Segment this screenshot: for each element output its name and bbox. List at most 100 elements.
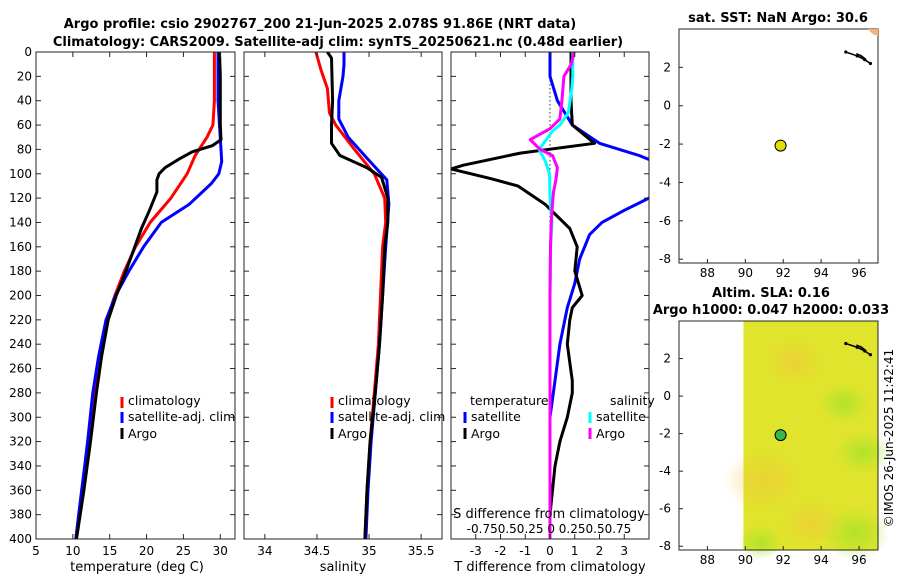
- x-tick-label: 0: [546, 544, 554, 558]
- figure-title-line2: Climatology: CARS2009. Satellite-adj cli…: [53, 35, 623, 50]
- sla-field-patch: [834, 429, 891, 475]
- y-tick-label: 260: [9, 362, 32, 376]
- legend-label-s-argo: Argo: [596, 426, 625, 441]
- x-tick-label: 30: [213, 544, 228, 558]
- difference-series-t-argo: [451, 52, 596, 539]
- map-x-tick-label: 92: [776, 553, 791, 567]
- temperature-plot-area: [36, 52, 235, 539]
- y-tick-label: 320: [9, 435, 32, 449]
- imos-credit: ©IMOS 26-Jun-2025 11:42:41: [882, 349, 896, 527]
- y-tick-label: 20: [17, 69, 32, 83]
- difference-series-s-argo: [528, 52, 576, 539]
- x-tick-label: 3: [620, 544, 628, 558]
- s-difference-label: S difference from climatology: [453, 507, 645, 522]
- legend-label-argo: Argo: [128, 426, 157, 441]
- y-tick-label: 340: [9, 459, 32, 473]
- sla-field-patch: [738, 524, 783, 561]
- salinity-xlabel: salinity: [320, 560, 367, 575]
- sla-map-axes-box: [678, 320, 879, 551]
- x-tick-label: 1: [571, 544, 579, 558]
- x-tick-label: 5: [32, 544, 40, 558]
- sla-map-title-line1: Altim. SLA: 0.16: [712, 286, 830, 301]
- sla-map-float-track: [845, 342, 871, 356]
- y-tick-label: 40: [17, 94, 32, 108]
- y-tick-label: 400: [9, 532, 32, 546]
- difference-legend: temperature salinity satellite Argo sate…: [463, 393, 655, 441]
- map-y-tick-label: -4: [659, 175, 671, 189]
- map-x-tick-label: 88: [700, 553, 715, 567]
- sla-field-patch: [764, 338, 825, 387]
- legend-label-t-satellite: satellite: [471, 409, 521, 424]
- x-tick-label: 34.5: [304, 544, 331, 558]
- x-tick-label: 34: [257, 544, 272, 558]
- map-y-tick-label: -2: [659, 427, 671, 441]
- map-x-tick-label: 90: [738, 266, 753, 280]
- x-tick-label: -1: [519, 544, 531, 558]
- legend-label-climatology: climatology: [128, 393, 201, 408]
- sst-map-panel: sat. SST: NaN Argo: 30.6 88 90 92 94 96 2 0 -2 -…: [659, 11, 879, 280]
- x-tick-label: 2: [596, 544, 604, 558]
- sst-map-title: sat. SST: NaN Argo: 30.6: [688, 11, 868, 26]
- temperature-panel: 0 20 40 60 80 100 120 140 160 180 200 220 240 260 280 3…: [9, 45, 236, 575]
- x-tick-label: 10: [65, 544, 80, 558]
- map-x-tick-label: 90: [738, 553, 753, 567]
- legend-label-argo: Argo: [338, 426, 367, 441]
- y-tick-label: 0: [24, 45, 32, 59]
- sla-map-track-point: [855, 345, 859, 349]
- map-y-tick-label: -8: [659, 539, 671, 553]
- y-tick-label: 160: [9, 240, 32, 254]
- y-tick-label: 100: [9, 167, 32, 181]
- sla-map-panel: Altim. SLA: 0.16 Argo h1000: 0.047 h2000…: [653, 286, 891, 567]
- y-tick-label: 60: [17, 118, 32, 132]
- salinity-series-argo: [325, 52, 390, 539]
- difference-panel: -3 -2 -1 0 1 2 3 T difference from climatology…: [450, 51, 655, 575]
- x-tick-label: -3: [470, 544, 482, 558]
- y-tick-label: 180: [9, 264, 32, 278]
- salinity-panel: 34 34.5 35 35.5 salinity climatology satell…: [243, 51, 445, 575]
- map-y-tick-label: 2: [663, 352, 671, 366]
- sst-map-float-track: [845, 51, 871, 65]
- map-x-tick-label: 88: [700, 266, 715, 280]
- sla-map-track-point: [844, 341, 848, 346]
- map-y-tick-label: 2: [663, 60, 671, 74]
- temperature-legend: climatology satellite-adj. clim Argo: [120, 393, 235, 441]
- sst-map-track-point: [855, 54, 859, 58]
- map-x-tick-label: 94: [814, 553, 829, 567]
- map-x-tick-label: 92: [776, 266, 791, 280]
- map-x-tick-label: 96: [851, 553, 866, 567]
- y-tick-label: 120: [9, 191, 32, 205]
- map-y-tick-label: 0: [663, 389, 671, 403]
- y-tick-label: 240: [9, 337, 32, 351]
- sst-map-track-arrow: [856, 53, 867, 60]
- sla-map-float-marker: [774, 429, 787, 442]
- sst-map-corner-patch: [868, 29, 878, 36]
- salinity-legend: climatology satellite-adj. clim Argo: [330, 393, 445, 441]
- map-x-tick-label: 94: [814, 266, 829, 280]
- map-y-tick-label: -4: [659, 464, 671, 478]
- salinity-series-climatology: [314, 52, 388, 539]
- x-tick-label: 15: [102, 544, 117, 558]
- y-tick-label: 280: [9, 386, 32, 400]
- x-tick-label: 25: [176, 544, 191, 558]
- sla-field-patch: [724, 448, 805, 513]
- x-tick-label: 35: [361, 544, 376, 558]
- y-tick-label: 220: [9, 313, 32, 327]
- sla-map-track-point: [868, 353, 873, 357]
- y-tick-label: 380: [9, 508, 32, 522]
- sla-map-track-arrow: [856, 344, 867, 352]
- x-tick-label: 20: [139, 544, 154, 558]
- legend-title-salinity: salinity: [610, 393, 655, 408]
- sst-map-float-marker: [774, 139, 787, 152]
- temperature-xlabel: temperature (deg C): [70, 560, 204, 575]
- legend-label-s-satellite: satellite: [596, 409, 646, 424]
- y-tick-label: 140: [9, 215, 32, 229]
- difference-series-t-satellite: [548, 52, 649, 539]
- map-y-tick-label: -6: [659, 214, 671, 228]
- y-tick-label: 300: [9, 410, 32, 424]
- temperature-series-argo: [75, 52, 223, 539]
- legend-label-satellite-clim: satellite-adj. clim: [128, 409, 235, 424]
- y-tick-label: 360: [9, 483, 32, 497]
- x-tick-label: -2: [495, 544, 507, 558]
- s-difference-ticks: -0.750.50.25 0 0.250.50.75: [467, 522, 632, 536]
- sla-field-patch: [821, 505, 890, 561]
